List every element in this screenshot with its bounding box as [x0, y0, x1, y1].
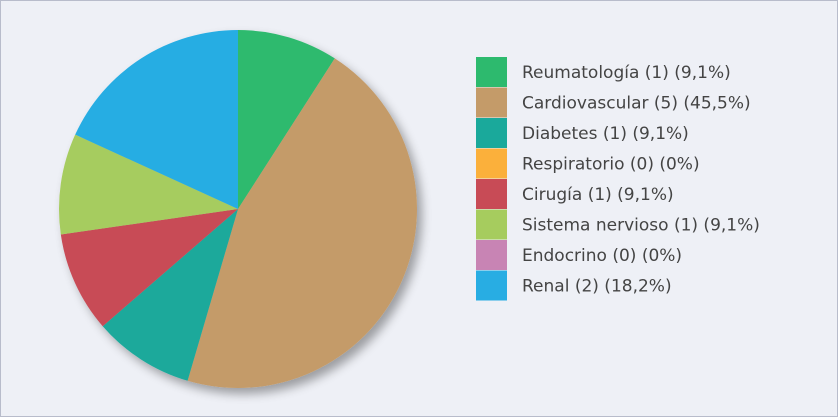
pie-slice: [58, 134, 238, 235]
legend-label: Diabetes (1) (9,1%): [522, 124, 689, 144]
legend-swatch: [476, 118, 507, 148]
legend-label: Respiratorio (0) (0%): [522, 155, 700, 175]
legend-label: Endocrino (0) (0%): [522, 246, 682, 266]
pie-slice: [60, 209, 238, 327]
pie-slice: [102, 209, 238, 381]
legend-label: Cirugía (1) (9,1%): [522, 185, 674, 205]
legend-label: Renal (2) (18,2%): [522, 277, 672, 297]
legend-swatch: [476, 87, 507, 118]
pie-slice: [75, 30, 238, 209]
legend-label: Reumatología (1) (9,1%): [522, 63, 731, 83]
legend-swatch: [476, 179, 507, 209]
legend-swatch: [476, 148, 507, 179]
legend-label: Sistema nervioso (1) (9,1%): [522, 216, 760, 236]
pie: [58, 30, 417, 388]
pie-slice: [238, 30, 335, 209]
pie-slice: [187, 58, 417, 388]
legend-swatch: [476, 57, 507, 87]
legend-swatch: [476, 240, 507, 270]
legend-label: Cardiovascular (5) (45,5%): [522, 94, 751, 114]
legend-swatch: [476, 270, 507, 301]
legend-swatch: [476, 209, 507, 240]
